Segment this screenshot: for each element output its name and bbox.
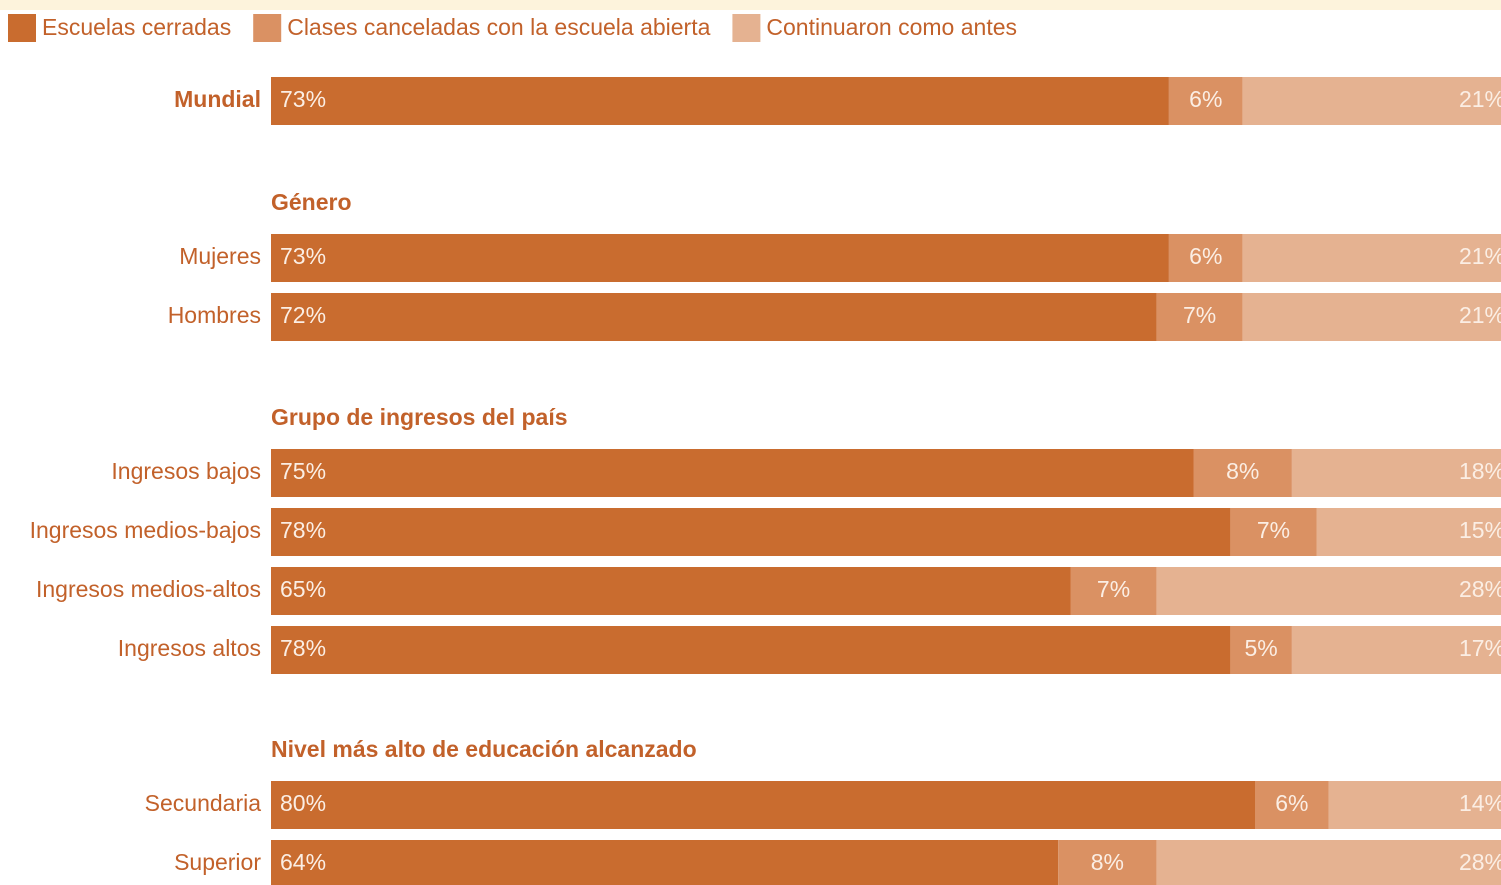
category-label: Mujeres [179, 243, 261, 269]
bar-segment [1255, 781, 1329, 829]
bar-segment [1058, 840, 1157, 885]
legend-label: Clases canceladas con la escuela abierta [287, 14, 710, 40]
value-label: 17% [1459, 635, 1501, 661]
bar-segment [271, 840, 1059, 885]
value-label: 78% [280, 635, 326, 661]
category-label: Ingresos altos [118, 635, 261, 661]
value-label: 5% [1245, 635, 1278, 661]
value-label: 18% [1459, 458, 1501, 484]
value-label: 7% [1183, 302, 1216, 328]
value-label: 8% [1091, 849, 1124, 875]
bar-segment [1291, 449, 1501, 497]
bar-segment [271, 77, 1169, 125]
legend-swatch [732, 14, 761, 42]
bar-segment [1156, 293, 1243, 341]
value-label: 7% [1257, 517, 1290, 543]
legend-label: Escuelas cerradas [42, 14, 231, 40]
value-label: 73% [280, 243, 326, 269]
value-label: 28% [1459, 576, 1501, 602]
value-label: 73% [280, 86, 326, 112]
category-label: Ingresos medios-altos [36, 576, 261, 602]
value-label: 6% [1189, 243, 1222, 269]
bar-segment [271, 293, 1157, 341]
value-label: 8% [1226, 458, 1259, 484]
bar-segment [271, 781, 1255, 829]
value-label: 64% [280, 849, 326, 875]
value-label: 6% [1275, 790, 1308, 816]
top-band [0, 0, 1501, 10]
value-label: 7% [1097, 576, 1130, 602]
bar-segment [1156, 567, 1501, 615]
bar-segment [271, 234, 1169, 282]
legend-label: Continuaron como antes [766, 14, 1017, 40]
bar-segment [1230, 508, 1317, 556]
bar-segment [1316, 508, 1501, 556]
bar-segment [1242, 293, 1501, 341]
bar-segment [1168, 234, 1243, 282]
value-label: 15% [1459, 517, 1501, 543]
group-title: Grupo de ingresos del país [271, 404, 568, 430]
value-label: 6% [1189, 86, 1222, 112]
bar-segment [1168, 77, 1243, 125]
bar-segment [1230, 626, 1292, 674]
bar-segment [1193, 449, 1292, 497]
group-title: Nivel más alto de educación alcanzado [271, 736, 697, 762]
value-label: 21% [1459, 86, 1501, 112]
category-label: Hombres [168, 302, 261, 328]
category-label: Superior [174, 849, 261, 875]
value-label: 78% [280, 517, 326, 543]
value-label: 72% [280, 302, 326, 328]
legend-swatch [253, 14, 282, 42]
category-label: Secundaria [145, 790, 262, 816]
category-label: Mundial [174, 86, 261, 112]
value-label: 14% [1459, 790, 1501, 816]
bar-segment [1070, 567, 1157, 615]
value-label: 80% [280, 790, 326, 816]
value-label: 75% [280, 458, 326, 484]
value-label: 21% [1459, 302, 1501, 328]
bar-segment [1328, 781, 1501, 829]
bar-segment [1156, 840, 1501, 885]
legend-swatch [8, 14, 36, 42]
group-title: Género [271, 189, 352, 215]
bar-segment [271, 449, 1194, 497]
bar-segment [1291, 626, 1501, 674]
bar-segment [271, 508, 1231, 556]
bar-segment [1242, 234, 1501, 282]
category-label: Ingresos bajos [111, 458, 261, 484]
category-label: Ingresos medios-bajos [30, 517, 261, 543]
bar-segment [271, 567, 1071, 615]
value-label: 28% [1459, 849, 1501, 875]
value-label: 65% [280, 576, 326, 602]
bar-segment [271, 626, 1231, 674]
bar-segment [1242, 77, 1501, 125]
value-label: 21% [1459, 243, 1501, 269]
